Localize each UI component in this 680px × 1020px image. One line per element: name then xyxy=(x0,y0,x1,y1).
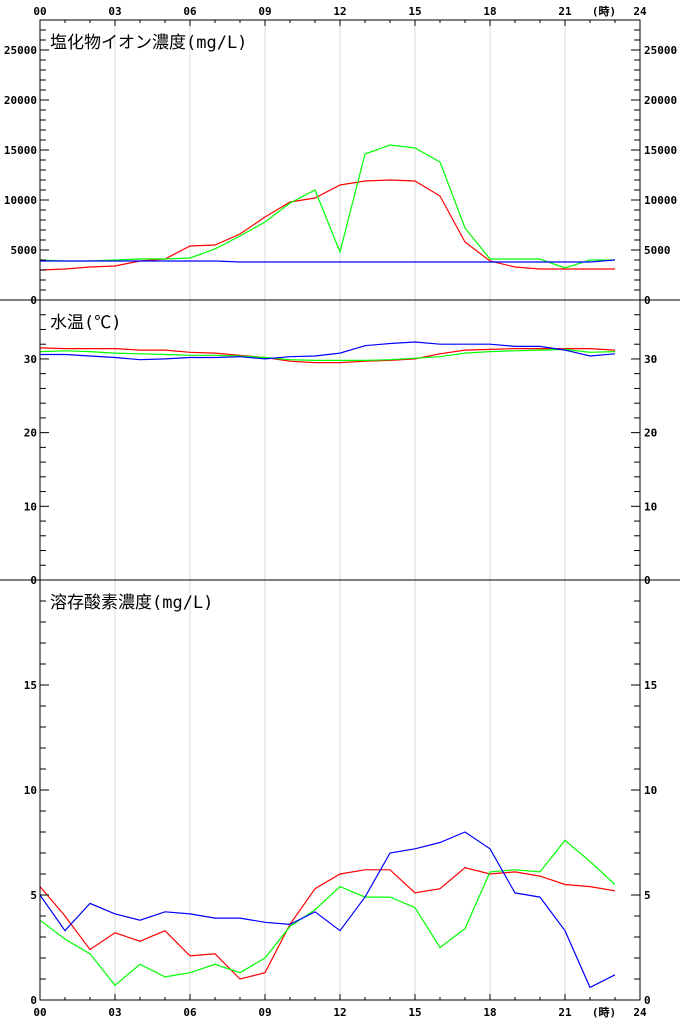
y-tick-label-right: 20000 xyxy=(644,94,677,107)
panel-title: 溶存酸素濃度(mg/L) xyxy=(50,593,213,613)
y-tick-label-left: 15 xyxy=(24,679,37,692)
x-tick-label-bottom: 09 xyxy=(258,1006,271,1019)
x-tick-label-bottom: 03 xyxy=(108,1006,121,1019)
y-tick-label-right: 15 xyxy=(644,679,657,692)
y-tick-label-right: 30 xyxy=(644,353,657,366)
y-tick-label-right: 5000 xyxy=(644,244,671,257)
x-tick-label-bottom: 24 xyxy=(633,1006,647,1019)
y-tick-label-left: 5000 xyxy=(11,244,38,257)
x-tick-label-top: 24 xyxy=(633,5,647,18)
y-tick-label-left: 0 xyxy=(30,294,37,307)
y-tick-label-left: 10000 xyxy=(4,194,37,207)
series-line-3-2 xyxy=(39,839,616,987)
x-tick-label-bottom: 00 xyxy=(33,1006,46,1019)
y-tick-label-right: 5 xyxy=(644,889,651,902)
y-tick-label-right: 10000 xyxy=(644,194,677,207)
y-tick-label-right: 10 xyxy=(644,784,657,797)
x-unit-label-top: (時) xyxy=(592,4,616,18)
y-tick-label-right: 0 xyxy=(644,294,651,307)
y-tick-label-left: 10 xyxy=(24,500,37,513)
x-tick-label-top: 03 xyxy=(108,5,121,18)
x-tick-label-top: 12 xyxy=(333,5,346,18)
y-tick-label-right: 10 xyxy=(644,500,657,513)
y-tick-label-right: 0 xyxy=(644,574,651,587)
y-tick-label-left: 20000 xyxy=(4,94,37,107)
series-line-1-1 xyxy=(39,179,615,271)
y-tick-label-right: 20 xyxy=(644,427,657,440)
series-line-1-2 xyxy=(39,144,615,269)
y-tick-label-left: 5 xyxy=(30,889,37,902)
y-tick-label-left: 0 xyxy=(30,574,37,587)
series-line-3-3 xyxy=(39,831,616,989)
y-tick-label-right: 15000 xyxy=(644,144,677,157)
y-tick-label-left: 15000 xyxy=(4,144,37,157)
y-tick-label-left: 20 xyxy=(24,427,37,440)
series-line-3-1 xyxy=(39,867,616,980)
x-tick-label-bottom: 21 xyxy=(558,1006,572,1019)
x-tick-label-bottom: 15 xyxy=(408,1006,421,1019)
x-tick-label-top: 00 xyxy=(33,5,46,18)
series-line-2-3 xyxy=(40,341,616,361)
x-unit-label-bottom: (時) xyxy=(592,1005,616,1019)
x-tick-label-bottom: 12 xyxy=(333,1006,346,1019)
series-line-2-1 xyxy=(39,347,616,364)
x-tick-label-top: 15 xyxy=(408,5,421,18)
y-tick-label-right: 25000 xyxy=(644,44,677,57)
y-tick-label-right: 0 xyxy=(644,994,651,1007)
x-tick-label-top: 18 xyxy=(483,5,496,18)
panel-title: 水温(℃) xyxy=(50,313,121,333)
x-tick-label-top: 21 xyxy=(558,5,572,18)
y-tick-label-left: 0 xyxy=(30,994,37,1007)
y-tick-label-left: 10 xyxy=(24,784,37,797)
x-tick-label-top: 09 xyxy=(258,5,271,18)
panel-title: 塩化物イオン濃度(mg/L) xyxy=(50,33,247,53)
series-line-2-2 xyxy=(39,348,616,361)
y-tick-label-left: 30 xyxy=(24,353,37,366)
x-tick-label-bottom: 18 xyxy=(483,1006,496,1019)
y-tick-label-left: 25000 xyxy=(4,44,37,57)
x-tick-label-bottom: 06 xyxy=(183,1006,197,1019)
x-tick-label-top: 06 xyxy=(183,5,197,18)
plot-frame xyxy=(39,19,641,1001)
series-line-1-3 xyxy=(40,259,616,263)
